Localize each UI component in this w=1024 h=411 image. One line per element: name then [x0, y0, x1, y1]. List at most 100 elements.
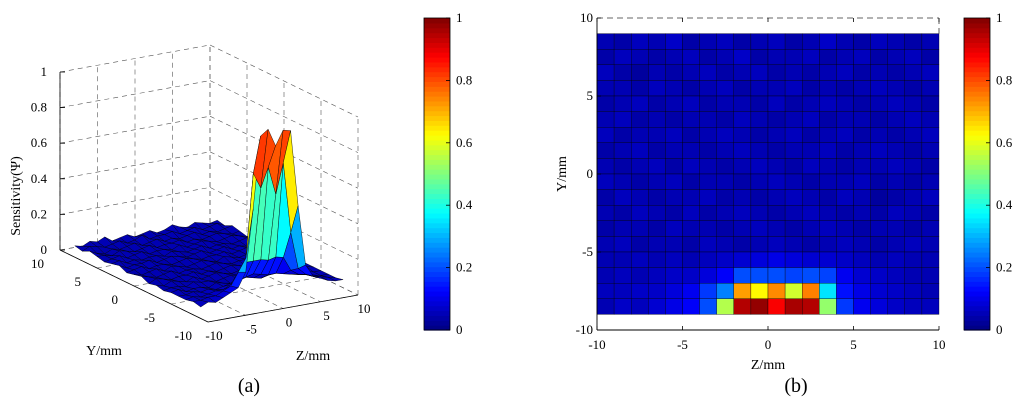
heatmap-cell	[853, 267, 871, 284]
heatmap-cell	[716, 283, 734, 299]
x-axis-line	[207, 294, 359, 323]
heatmap-cell	[819, 49, 837, 65]
x-axis-label: Z/mm	[751, 358, 785, 373]
heatmap-cell	[921, 267, 940, 284]
z-tick-label: 0	[41, 242, 48, 257]
colorbar-tick-label: 0.8	[996, 72, 1012, 87]
heatmap-cell	[836, 205, 854, 221]
heatmap-cell	[699, 142, 717, 159]
heatmap-cell	[802, 298, 820, 315]
colorbar-segment	[424, 193, 450, 199]
y-tick-label: 10	[580, 10, 593, 25]
y-tick-label: -10	[175, 328, 192, 343]
heatmap-cell	[819, 95, 837, 112]
colorbar-segment	[964, 169, 990, 175]
heatmap-cell	[904, 220, 923, 237]
heatmap-cell	[767, 267, 786, 284]
heatmap-cell	[853, 158, 871, 175]
colorbar-tick-label: 0.2	[456, 260, 472, 275]
heatmap-cell	[631, 127, 649, 143]
colorbar-segment	[424, 71, 450, 78]
heatmap-cell	[819, 236, 837, 253]
heatmap-cell	[699, 267, 717, 284]
heatmap-cell	[665, 64, 683, 81]
colorbar-segment	[424, 22, 450, 29]
colorbar-segment	[964, 295, 990, 302]
heatmap-cell	[836, 283, 854, 299]
heatmap-cell	[733, 127, 752, 143]
heatmap-cell	[904, 283, 923, 299]
heatmap-cell	[784, 220, 803, 237]
colorbar-segment	[424, 256, 450, 263]
heatmap-cell	[870, 173, 888, 190]
heatmap-cell	[648, 33, 666, 50]
heatmap-cell	[853, 173, 871, 190]
heatmap-cell	[631, 111, 649, 128]
colorbar-b: 0 0.2 0.4 0.6 0.8 1	[963, 10, 1013, 337]
heatmap-cell	[870, 236, 888, 253]
heatmap-cell	[802, 205, 820, 221]
heatmap-cell	[682, 33, 700, 50]
heatmap-cell	[682, 95, 700, 112]
x-tick-label: 5	[323, 308, 330, 323]
heatmap-cell	[682, 205, 700, 221]
heatmap-cell	[836, 33, 854, 50]
heatmap-cell	[596, 33, 615, 50]
heatmap-cell	[648, 158, 666, 175]
heatmap-cell	[682, 80, 700, 97]
colorbar-segment	[964, 300, 990, 307]
heatmap-cell	[870, 251, 888, 268]
colorbar-segment	[964, 149, 990, 156]
colorbar-segment	[424, 100, 450, 107]
heatmap-cell	[613, 49, 632, 65]
colorbar-frame	[423, 17, 451, 331]
heatmap-cell	[733, 173, 752, 190]
colorbar-segment	[964, 125, 990, 131]
heatmap-cell	[716, 158, 734, 175]
colorbar-segment	[964, 120, 990, 126]
heatmap-cell	[870, 267, 888, 284]
heatmap-cell	[921, 49, 940, 65]
colorbar-segment	[964, 115, 990, 121]
heatmap-cell	[853, 49, 871, 65]
heatmap-cell	[819, 298, 837, 315]
colorbar-segment	[964, 247, 990, 253]
heatmap-cell	[904, 49, 923, 65]
surface-mesh	[74, 129, 344, 308]
heatmap-cell	[887, 173, 905, 190]
heatmap-cell	[802, 251, 820, 268]
colorbar-segment	[424, 305, 450, 312]
heatmap-cell	[802, 283, 820, 299]
heatmap-cell	[750, 236, 769, 253]
colorbar-segment	[424, 222, 450, 229]
heatmap-cell	[750, 142, 769, 159]
heatmap-cell	[613, 127, 632, 143]
heatmap-cell	[613, 283, 632, 299]
heatmap-cell	[767, 64, 786, 81]
heatmap-cell	[648, 64, 666, 81]
heatmap-cell	[613, 267, 632, 284]
heatmap-cell	[596, 80, 615, 97]
colorbar-segment	[964, 252, 990, 258]
heatmap-cell	[904, 173, 923, 190]
heatmap-cell	[767, 283, 786, 299]
heatmap-cell	[613, 158, 632, 175]
heatmap-cell	[784, 111, 803, 128]
heatmap-cell	[921, 236, 940, 253]
heatmap-cell	[853, 220, 871, 237]
heatmap-cell	[802, 267, 820, 284]
colorbar-segment	[964, 310, 990, 316]
heatmap-cell	[733, 189, 752, 206]
heatmap-cell	[750, 33, 769, 50]
heatmap-cell	[733, 64, 752, 81]
colorbar-segment	[964, 144, 990, 151]
heatmap-cell	[631, 173, 649, 190]
heatmap-cell	[613, 33, 632, 50]
heatmap-cell	[767, 33, 786, 50]
colorbar-segment	[424, 310, 450, 316]
heatmap-cell	[784, 267, 803, 284]
heatmap-cell	[733, 111, 752, 128]
heatmap-cell	[613, 236, 632, 253]
heatmap-cell	[853, 127, 871, 143]
